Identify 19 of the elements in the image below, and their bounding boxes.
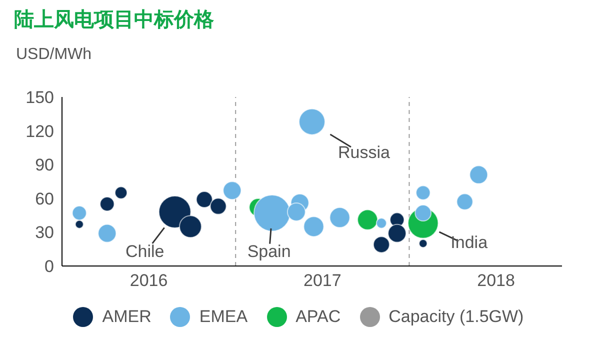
legend-label: AMER [102, 307, 152, 327]
y-tick-label: 60 [35, 189, 54, 208]
y-tick-label: 90 [35, 156, 54, 175]
x-tick-label: 2017 [304, 271, 342, 290]
y-tick-label: 150 [26, 88, 54, 108]
y-tick-label: 120 [26, 122, 54, 141]
y-axis-title: USD/MWh [16, 46, 92, 64]
annotation: India [450, 233, 488, 252]
y-tick-label: 0 [44, 257, 54, 276]
y-tick-label: 30 [35, 223, 54, 242]
legend-label: EMEA [199, 307, 248, 327]
annotation: Spain [247, 242, 291, 262]
chart-title: 陆上风电项目中标价格 [14, 6, 214, 33]
x-tick-label: 2018 [477, 271, 515, 290]
legend-label: Capacity (1.5GW) [388, 307, 524, 327]
annotation: Chile [125, 242, 164, 261]
legend-label: APAC [296, 307, 341, 327]
annotation: Russia [338, 142, 391, 162]
x-tick-label: 2016 [130, 271, 168, 290]
